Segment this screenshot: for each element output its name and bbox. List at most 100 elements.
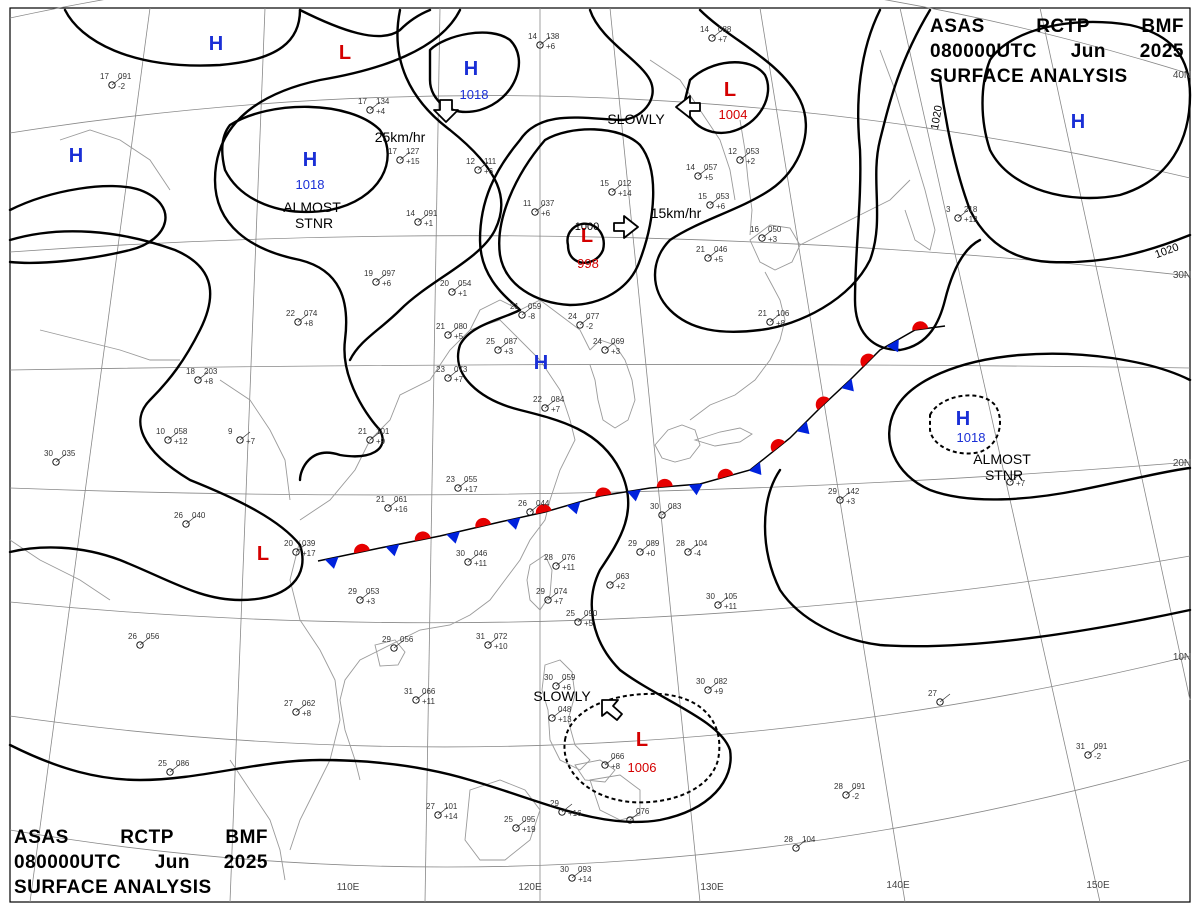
isobar-west-main xyxy=(8,230,304,602)
header-top: ASAS RCTP BMF 080000UTC Jun 2025 SURFACE… xyxy=(930,14,1184,89)
station-pressure: 066 xyxy=(422,687,436,696)
station-circle xyxy=(1084,751,1092,759)
station-tendency: -2 xyxy=(852,792,860,801)
station-plot-s25: 22 084+7 xyxy=(533,395,565,414)
station-plot-s58: 28 091-2 xyxy=(834,782,866,801)
station-tendency: -2 xyxy=(118,82,126,91)
isobar-1020-east xyxy=(938,78,1192,264)
wind-barb xyxy=(711,29,723,39)
station-circle xyxy=(552,562,560,570)
wind-barb xyxy=(707,249,719,259)
station-plot-s64: 28 104 xyxy=(784,835,816,852)
pressure-symbol: L xyxy=(724,79,736,101)
station-tendency: -2 xyxy=(586,322,594,331)
station-circle xyxy=(626,816,634,824)
station-pressure: 076 xyxy=(636,807,650,816)
station-plot-s41: 29 074+7 xyxy=(536,587,568,606)
station-circle xyxy=(658,511,666,519)
lon-label-130E: 130E xyxy=(700,882,724,893)
station-temp: 9 xyxy=(228,427,233,436)
station-temp: 12 xyxy=(728,147,737,156)
coast-mindanao xyxy=(589,774,641,821)
lat-line-40n xyxy=(9,0,1191,75)
station-plot-s2: 17 134+4 xyxy=(358,97,390,116)
station-temp: 26 xyxy=(128,632,137,641)
station-temp: 31 xyxy=(1076,742,1085,751)
station-plot-s8: 14 091+1 xyxy=(406,209,438,228)
station-temp: 26 xyxy=(174,511,183,520)
station-plot-s4: 17 127+15 xyxy=(388,147,420,166)
station-pressure: 104 xyxy=(694,539,708,548)
isobar-low-998-inner xyxy=(566,222,605,264)
wind-barb xyxy=(707,681,719,691)
station-pressure: 040 xyxy=(192,511,206,520)
coast-inland-2 xyxy=(39,329,180,361)
station-plot-s44: 29 056 xyxy=(382,635,414,652)
station-plot-s48: 29 142+3 xyxy=(828,487,860,506)
station-pressure: 074 xyxy=(304,309,318,318)
station-tendency: +6 xyxy=(484,167,494,176)
wind-barb xyxy=(521,306,533,316)
station-tendency: +1 xyxy=(458,289,468,298)
station-temp: 25 xyxy=(504,815,513,824)
station-plot-s63: 30 093+14 xyxy=(560,865,592,884)
isobar-nw-upper xyxy=(63,8,302,67)
header-month: Jun xyxy=(1070,41,1106,62)
station-tendency: +8 xyxy=(204,377,214,386)
wind-barb xyxy=(717,596,729,606)
pressure-value: 1018 xyxy=(460,87,489,102)
station-pressure: 044 xyxy=(536,499,550,508)
wind-barb xyxy=(437,806,449,816)
station-tendency: +19 xyxy=(522,825,536,834)
station-circle xyxy=(194,376,202,384)
station-plot-s11: 21 080+5 xyxy=(436,322,468,341)
station-pressure: 111 xyxy=(484,157,497,166)
station-circle xyxy=(372,278,380,286)
station-plot-s43: 25 090+5 xyxy=(566,609,598,628)
station-pressure: 105 xyxy=(724,592,738,601)
station-circle xyxy=(548,714,556,722)
station-plot-s28: 21 101+9 xyxy=(358,427,390,446)
movement-arrows xyxy=(433,95,701,721)
station-plot-s3: 14 138+6 xyxy=(528,32,560,51)
station-pressure: 106 xyxy=(776,309,790,318)
station-circle xyxy=(414,218,422,226)
station-circle xyxy=(694,172,702,180)
wind-barb xyxy=(579,316,591,326)
station-circle xyxy=(792,844,800,852)
station-tendency: +8 xyxy=(304,319,314,328)
low-pressure-l5: L 1006 xyxy=(628,729,657,775)
wind-barb xyxy=(551,709,563,719)
arrow-right-low-998 xyxy=(613,215,639,239)
system-note-line1: ALMOST xyxy=(283,199,341,215)
station-tendency: +11 xyxy=(724,602,738,611)
station-temp: 29 xyxy=(348,587,357,596)
station-plot-s62: 076 xyxy=(626,807,650,824)
station-pressure: 046 xyxy=(714,245,728,254)
wind-barb xyxy=(477,161,489,171)
station-tendency: +16 xyxy=(394,505,408,514)
station-circle xyxy=(608,188,616,196)
isobar-high-1018-east-dashed xyxy=(929,394,1001,455)
cold-front-tooth xyxy=(506,517,521,530)
movement-label-m3: 15km/hr xyxy=(651,205,702,221)
wind-barb xyxy=(561,803,573,813)
lon-label-140E: 140E xyxy=(886,880,910,891)
footer-station: RCTP xyxy=(120,827,174,848)
station-pressure: 059 xyxy=(528,302,542,311)
wind-barb xyxy=(399,151,411,161)
station-pressure: 091 xyxy=(424,209,438,218)
pressure-value: 1018 xyxy=(296,177,325,192)
coast-japan-kyushu xyxy=(654,424,701,463)
station-tendency: +7 xyxy=(454,375,464,384)
station-plot-s51: 30 082+9 xyxy=(696,677,728,696)
station-temp: 25 xyxy=(158,759,167,768)
station-plot-s21: 15 053+6 xyxy=(698,192,730,211)
wind-barb xyxy=(604,341,616,351)
station-plot-s57: 31 091-2 xyxy=(1076,742,1108,761)
wind-barb xyxy=(697,167,709,177)
station-circle xyxy=(541,404,549,412)
station-temp: 17 xyxy=(388,147,397,156)
lon-line-100e xyxy=(29,7,151,903)
wind-barb xyxy=(769,313,781,323)
